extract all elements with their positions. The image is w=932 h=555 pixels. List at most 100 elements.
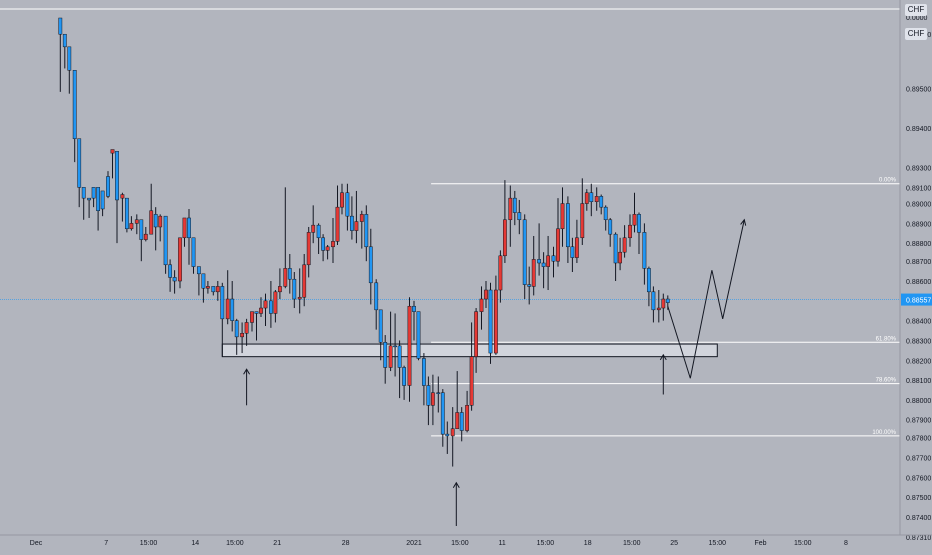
candle-down [273,291,278,314]
candle-up [220,286,225,320]
candle-up [613,233,618,264]
candle-down [206,286,210,289]
time-tick-label: 21 [273,540,281,547]
candle-up [445,433,450,437]
candle-up [163,215,168,266]
time-tick-label: 25 [670,540,678,547]
candle-up [87,197,91,201]
fib-levels: 0.00% 61.80% 78.60% 100.00% [0,8,900,437]
candle-up [599,196,604,208]
symbol-badge-2[interactable]: CHF [905,28,927,40]
projection-arrowhead [740,218,747,226]
candle-down [331,241,335,248]
candle-down [158,215,163,228]
candle-down [244,322,249,334]
candle-down [149,210,154,235]
candle-up [637,214,641,233]
candle-up [608,219,613,235]
price-tick-label: 0.87310 [906,535,931,542]
candle-up [647,268,651,293]
candle-down [263,300,268,309]
candle-up [292,278,297,300]
candle-down [259,307,263,314]
candle-up [321,237,326,251]
candle-down [661,298,666,309]
time-tick-label: 11 [499,540,506,547]
candle-up [397,345,402,368]
candle-up [642,232,647,269]
time-axis[interactable]: Dec 7 15:00 14 15:00 21 28 2021 15:00 11 15:00 18 15… [0,534,932,547]
time-tick-label: 8 [844,540,848,547]
candle-up [459,412,464,431]
candle-up [269,300,273,314]
candle-up [364,214,369,248]
candle-up [67,46,72,71]
symbol-badge[interactable]: CHF [905,4,927,16]
candle-down [556,228,560,262]
candle-down [465,405,470,431]
candle-down [431,392,435,406]
candle-up [72,70,77,139]
candle-down [618,251,623,264]
price-tick-label: 0.88000 [906,398,931,405]
candle-up [287,268,292,280]
candle-down [129,223,134,230]
candle-down [498,255,503,291]
candle-up [230,298,235,321]
time-tick-label: 15:00 [451,540,469,547]
candle-down [325,246,330,251]
candle-down [134,219,139,224]
price-tick-label: 0.88900 [906,221,931,228]
candle-down [455,412,460,429]
candle-up [139,219,144,240]
candle-up [426,385,431,406]
candle-up [416,311,421,359]
candle-up [665,298,670,303]
price-tick-label: 0.89500 [906,86,931,93]
last-price-tag [901,293,932,306]
candle-down [240,332,244,338]
candle-down [283,268,288,287]
time-tick-label: 7 [104,540,108,547]
candle-down [580,203,585,239]
price-tick-label: 0.87500 [906,495,931,502]
time-tick-label: 15:00 [537,540,555,547]
candle-down [340,192,344,208]
candle-up [551,255,556,262]
candle-up [125,197,129,230]
candle-up [58,17,63,35]
candle-down [450,428,455,437]
candle-up [402,367,407,386]
candle-up [197,266,201,275]
candle-up [393,345,398,348]
time-tick-label: Feb [754,540,766,547]
time-tick-label: 15:00 [709,540,727,547]
candle-up [374,282,379,311]
price-tick-label: 0.87700 [906,456,931,463]
candle-down [474,311,479,357]
candle-up [191,237,196,267]
candle-down [359,214,364,222]
candle-up [412,305,416,312]
candle-up [91,187,96,199]
time-tick-label: 28 [342,540,350,547]
candle-up [96,187,100,212]
candle-up [541,262,546,267]
candle-up [436,392,441,394]
candle-down [546,255,551,267]
time-tick-label: 15:00 [794,540,812,547]
candle-up [603,206,608,221]
candle-up [254,311,259,314]
time-tick-label: 14 [191,540,199,547]
candle-down [469,356,474,406]
price-tick-label: 0.88400 [906,319,931,326]
candle-up [383,342,388,368]
candle-up [316,224,321,239]
projection-path [667,219,745,379]
price-tick-label: 0.89000 [906,202,931,209]
candle-down [508,197,513,221]
candle-up [522,219,527,285]
fib-label: 78.60% [876,378,897,384]
